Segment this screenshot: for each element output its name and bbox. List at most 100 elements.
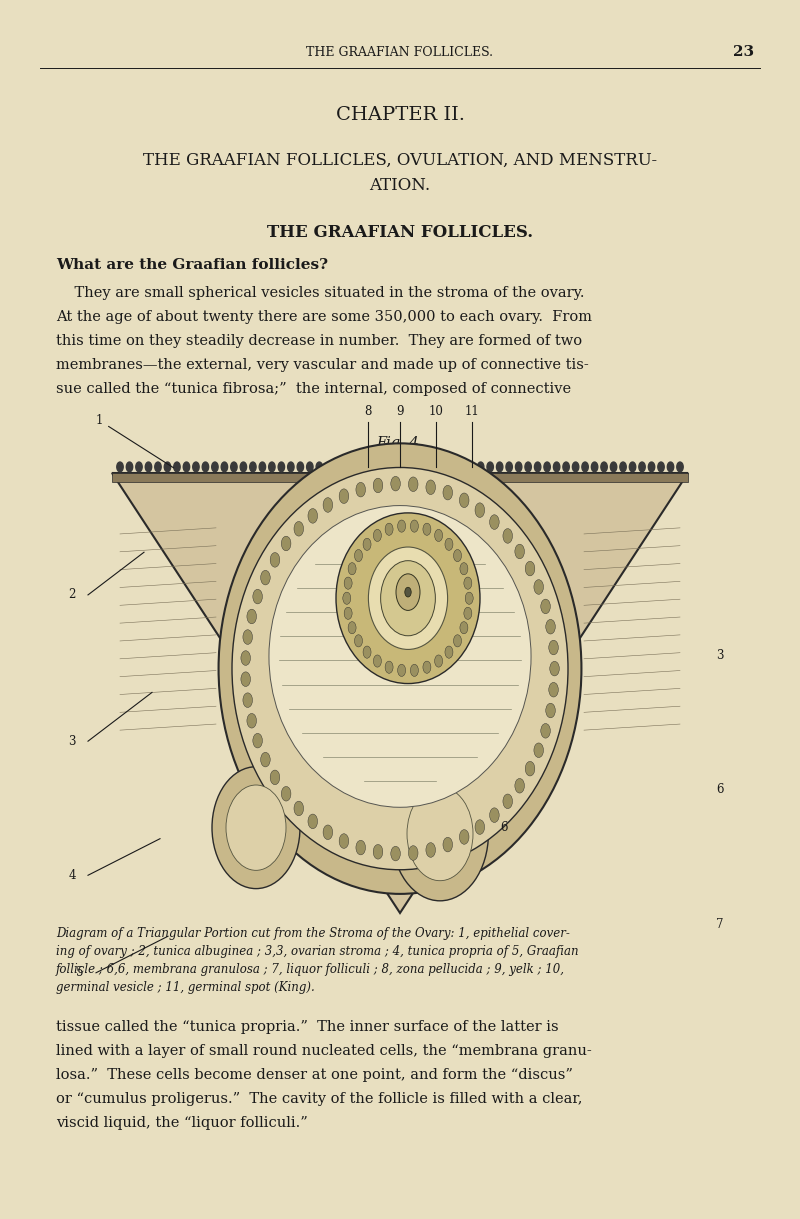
Circle shape [288, 462, 294, 472]
Circle shape [243, 630, 253, 645]
Circle shape [667, 462, 674, 472]
Circle shape [270, 770, 280, 785]
Text: 3: 3 [68, 735, 76, 747]
Circle shape [297, 462, 303, 472]
Circle shape [544, 462, 550, 472]
Circle shape [348, 622, 356, 634]
Circle shape [475, 503, 485, 518]
Circle shape [398, 521, 406, 533]
Circle shape [374, 845, 383, 859]
Circle shape [410, 664, 418, 677]
Circle shape [534, 742, 543, 757]
Circle shape [525, 462, 531, 472]
Text: THE GRAAFIAN FOLLICLES.: THE GRAAFIAN FOLLICLES. [267, 223, 533, 240]
Ellipse shape [232, 467, 568, 869]
Text: 10: 10 [429, 405, 443, 418]
Circle shape [430, 462, 437, 472]
Circle shape [526, 561, 535, 575]
Circle shape [546, 619, 555, 634]
Circle shape [458, 462, 465, 472]
Text: Diagram of a Triangular Portion cut from the Stroma of the Ovary: 1, epithelial : Diagram of a Triangular Portion cut from… [56, 926, 570, 940]
Circle shape [344, 607, 352, 619]
Circle shape [382, 462, 389, 472]
Circle shape [459, 492, 469, 507]
Circle shape [240, 462, 246, 472]
Circle shape [541, 599, 550, 613]
Circle shape [363, 462, 370, 472]
Circle shape [385, 661, 393, 673]
Ellipse shape [392, 767, 489, 901]
Circle shape [582, 462, 588, 472]
Text: this time on they steadily decrease in number.  They are formed of two: this time on they steadily decrease in n… [56, 334, 582, 347]
Text: 8: 8 [364, 405, 372, 418]
Circle shape [443, 485, 453, 500]
Circle shape [343, 592, 350, 605]
Circle shape [601, 462, 607, 472]
Circle shape [270, 552, 280, 567]
Circle shape [269, 462, 275, 472]
Text: ing of ovary ; 2, tunica albuginea ; 3,3, ovarian stroma ; 4, tunica propria of : ing of ovary ; 2, tunica albuginea ; 3,3… [56, 945, 578, 957]
Circle shape [515, 462, 522, 472]
Circle shape [464, 577, 472, 589]
Circle shape [294, 801, 303, 816]
Circle shape [411, 462, 418, 472]
Circle shape [247, 713, 257, 728]
Circle shape [409, 846, 418, 861]
Circle shape [117, 462, 123, 472]
Text: They are small spherical vesicles situated in the stroma of the ovary.: They are small spherical vesicles situat… [56, 286, 585, 300]
Circle shape [658, 462, 664, 472]
Circle shape [546, 703, 555, 718]
Text: CHAPTER II.: CHAPTER II. [335, 106, 465, 124]
Text: 3: 3 [716, 650, 724, 662]
Circle shape [503, 794, 513, 808]
Text: germinal vesicle ; 11, germinal spot (King).: germinal vesicle ; 11, germinal spot (Ki… [56, 980, 314, 993]
Circle shape [250, 462, 256, 472]
Circle shape [294, 522, 303, 536]
Circle shape [392, 462, 398, 472]
Text: membranes—the external, very vascular and made up of connective tis-: membranes—the external, very vascular an… [56, 358, 589, 372]
Ellipse shape [226, 785, 286, 870]
Circle shape [475, 819, 485, 834]
Text: follicle ; 6,6, membrana granulosa ; 7, liquor folliculi ; 8, zona pellucida ; 9: follicle ; 6,6, membrana granulosa ; 7, … [56, 963, 565, 975]
Text: sue called the “tunica fibrosa;”  the internal, composed of connective: sue called the “tunica fibrosa;” the int… [56, 382, 571, 396]
Circle shape [534, 580, 543, 595]
Circle shape [354, 635, 362, 647]
Ellipse shape [381, 561, 435, 636]
Text: THE GRAAFIAN FOLLICLES, OVULATION, AND MENSTRU-: THE GRAAFIAN FOLLICLES, OVULATION, AND M… [143, 151, 657, 168]
Circle shape [398, 664, 406, 677]
Circle shape [423, 523, 431, 535]
Text: viscid liquid, the “liquor folliculi.”: viscid liquid, the “liquor folliculi.” [56, 1117, 308, 1130]
Circle shape [373, 462, 379, 472]
Circle shape [445, 646, 453, 658]
Circle shape [253, 589, 262, 603]
Circle shape [454, 550, 462, 562]
Circle shape [259, 462, 266, 472]
Text: 23: 23 [734, 45, 754, 59]
Circle shape [610, 462, 617, 472]
Circle shape [630, 462, 636, 472]
Circle shape [468, 462, 474, 472]
Circle shape [454, 635, 462, 647]
Circle shape [549, 640, 558, 655]
Circle shape [503, 529, 513, 544]
Polygon shape [112, 473, 688, 913]
Circle shape [423, 661, 431, 673]
Text: 1: 1 [96, 414, 174, 468]
Circle shape [405, 588, 411, 597]
Circle shape [421, 462, 427, 472]
Circle shape [202, 462, 209, 472]
Text: 7: 7 [716, 918, 724, 930]
Circle shape [282, 536, 291, 551]
Circle shape [374, 655, 382, 667]
Ellipse shape [218, 444, 582, 894]
Circle shape [183, 462, 190, 472]
Circle shape [356, 840, 366, 855]
Circle shape [439, 462, 446, 472]
Circle shape [282, 786, 291, 801]
Circle shape [212, 462, 218, 472]
Circle shape [478, 462, 484, 472]
Circle shape [426, 480, 435, 495]
Circle shape [563, 462, 570, 472]
Circle shape [464, 607, 472, 619]
Circle shape [374, 478, 383, 492]
